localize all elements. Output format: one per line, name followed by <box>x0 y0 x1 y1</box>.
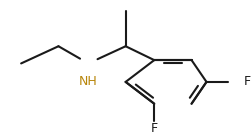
Text: F: F <box>244 75 251 88</box>
Text: NH: NH <box>79 75 98 88</box>
Text: F: F <box>151 122 158 135</box>
